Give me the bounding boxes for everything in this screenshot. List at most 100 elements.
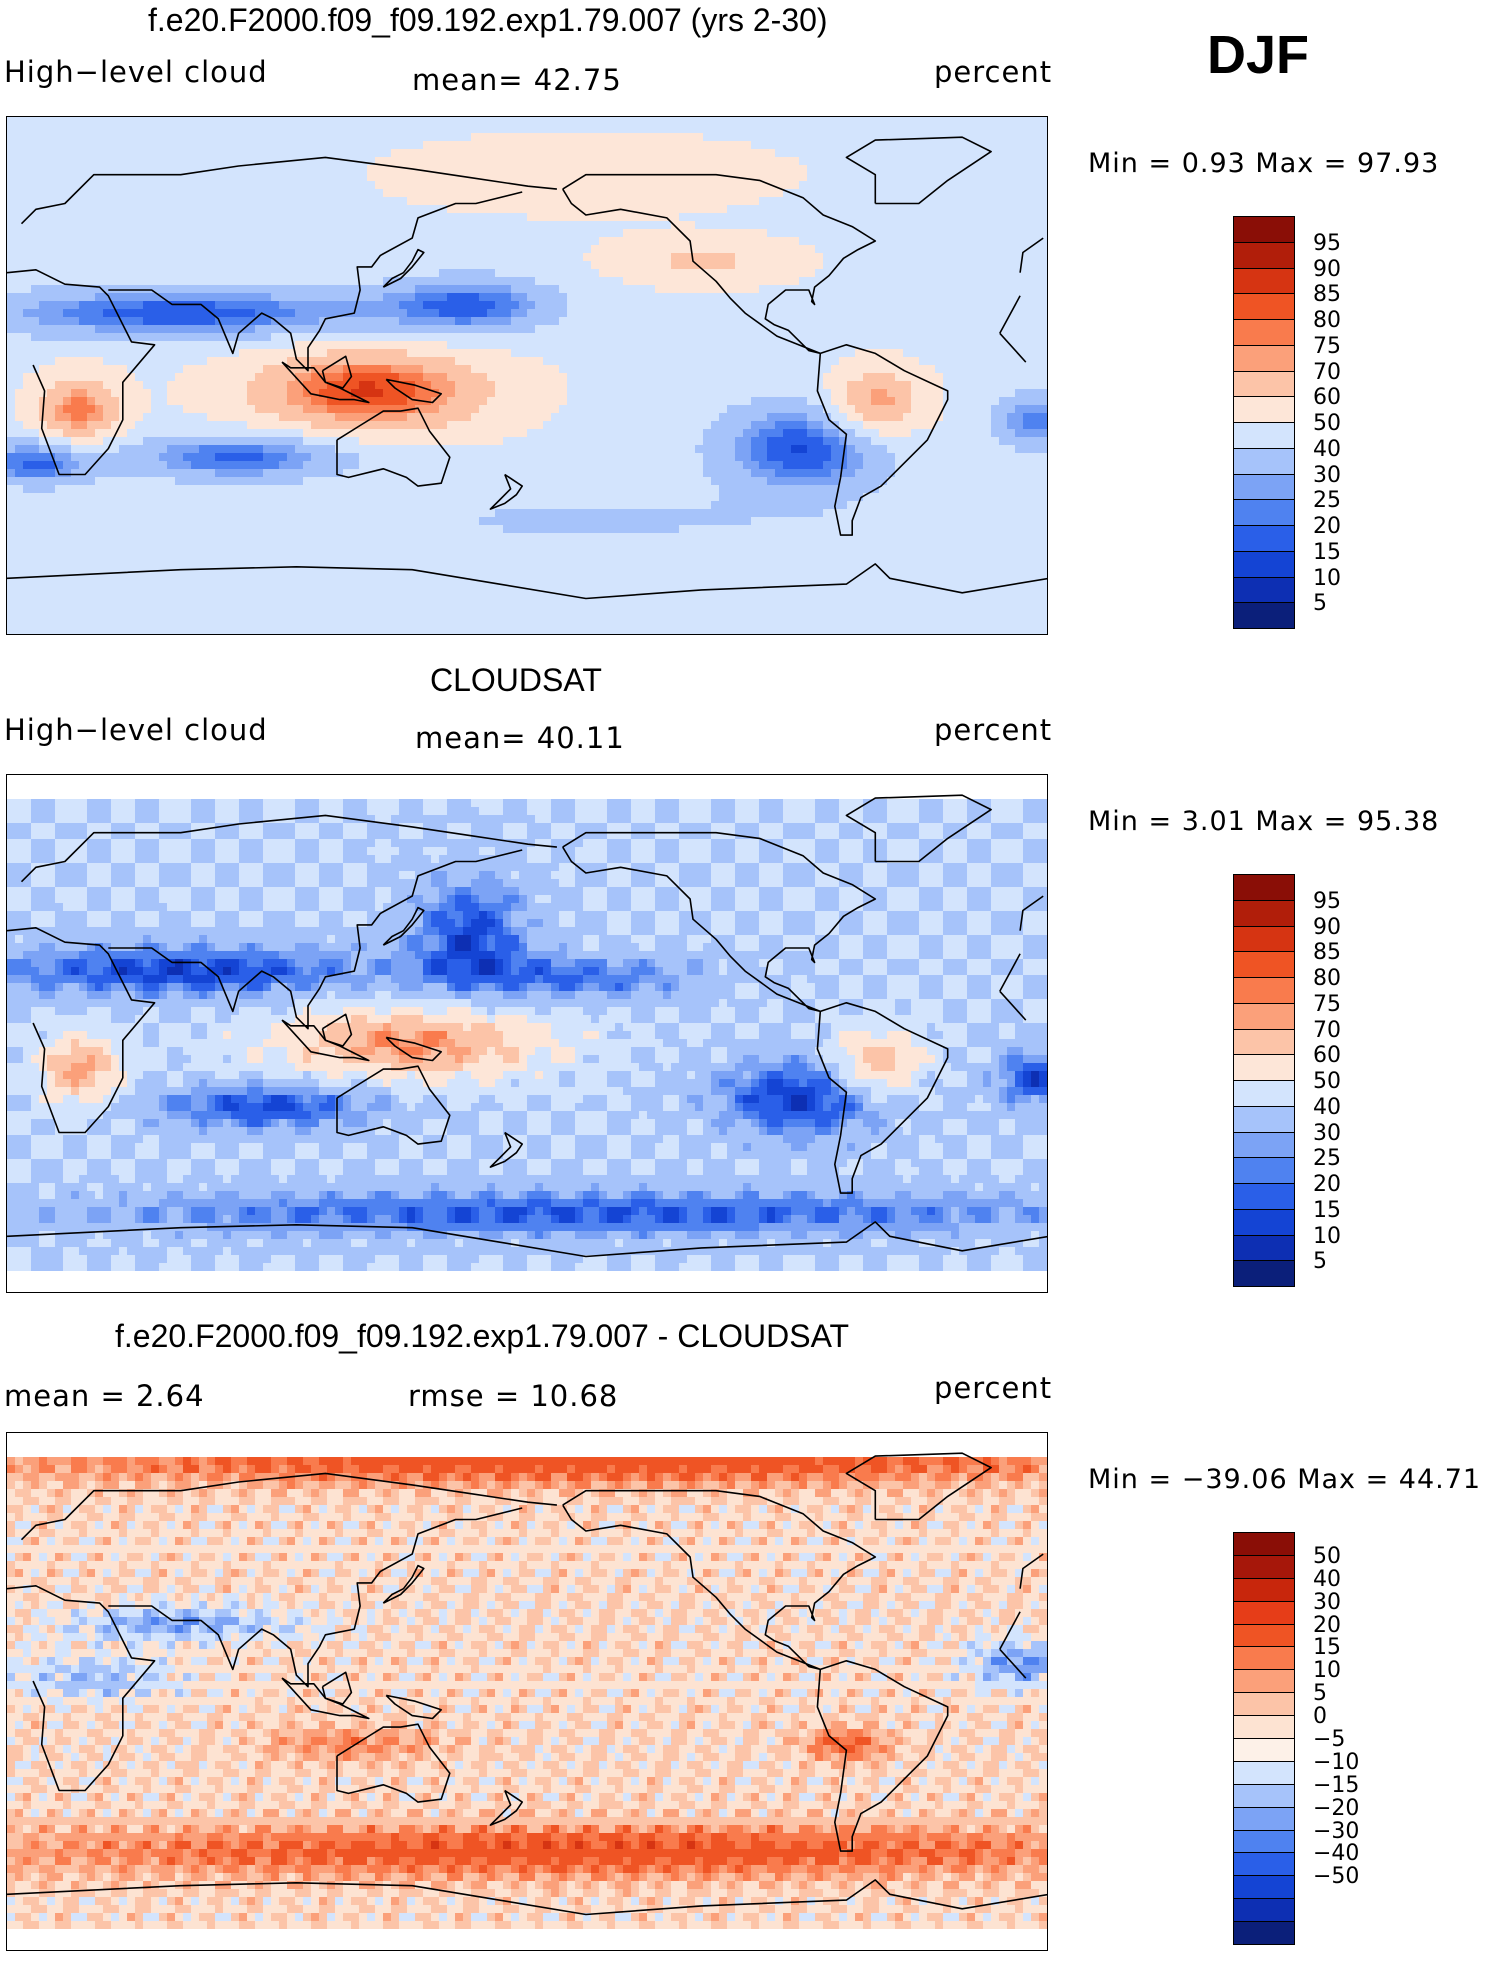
colorbar-tick-label: 5 <box>1313 1249 1327 1274</box>
coastline <box>845 794 992 863</box>
colorbar-tick-label: 10 <box>1313 566 1341 591</box>
colorbar-swatch <box>1233 977 1295 1004</box>
colorbar-tick-label: 15 <box>1313 1635 1341 1660</box>
coastline <box>845 1452 992 1521</box>
colorbar-tick-label: 25 <box>1313 1146 1341 1171</box>
colorbar-tick-label: 25 <box>1313 488 1341 513</box>
colorbar-tick-label: 20 <box>1313 1613 1341 1638</box>
colorbar-tick-label: 85 <box>1313 940 1341 965</box>
coastline <box>562 1489 877 1671</box>
colorbar-swatch <box>1233 499 1295 526</box>
colorbar-swatch <box>1233 1183 1295 1210</box>
coastline <box>20 1472 1044 1589</box>
colorbar-swatch <box>1233 293 1295 320</box>
colorbar-swatch <box>1233 1080 1295 1107</box>
colorbar-tick-label: 15 <box>1313 540 1341 565</box>
panel3-title: f.e20.F2000.f09_f09.192.exp1.79.007 - CL… <box>115 1320 849 1352</box>
colorbar-swatch <box>1233 899 1295 927</box>
colorbar-tick-label: −30 <box>1313 1819 1359 1844</box>
colorbar-swatch <box>1233 216 1295 243</box>
colorbar-swatch <box>1233 1715 1295 1739</box>
colorbar-tick-label: 75 <box>1313 334 1341 359</box>
colorbar-tick-label: 30 <box>1313 1121 1341 1146</box>
colorbar-tick-label: 60 <box>1313 1043 1341 1068</box>
colorbar-swatch <box>1233 1554 1295 1579</box>
panel2-title: CLOUDSAT <box>430 664 602 696</box>
panel3-units-label: percent <box>934 1374 1052 1403</box>
coastline <box>816 344 949 536</box>
coastline <box>281 1019 370 1062</box>
colorbar-swatch <box>1233 1054 1295 1081</box>
coastline <box>816 1002 949 1194</box>
panel2-minmax: Min = 3.01 Max = 95.38 <box>1088 808 1439 835</box>
colorbar-swatch <box>1233 1875 1295 1900</box>
colorbar-swatch <box>1233 344 1295 372</box>
colorbar-swatch <box>1233 1829 1295 1854</box>
colorbar-tick-label: 90 <box>1313 257 1341 282</box>
colorbar-tick-label: 90 <box>1313 915 1341 940</box>
colorbar-swatch <box>1233 1157 1295 1184</box>
colorbar-swatch <box>1233 1898 1295 1923</box>
panel1-units-label: percent <box>934 58 1052 87</box>
colorbar-swatch <box>1233 1623 1295 1648</box>
colorbar-swatch <box>1233 1532 1295 1556</box>
colorbar-tick-label: 95 <box>1313 889 1341 914</box>
coastline <box>7 563 1047 600</box>
coastline <box>816 1660 949 1852</box>
coastline <box>562 831 877 1013</box>
coastline <box>489 1789 523 1826</box>
colorbar-tick-label: 10 <box>1313 1658 1341 1683</box>
panel1-colorbar: 95 90 85 80 75 70 60 50 40 30 25 20 15 10 5 <box>1233 216 1341 629</box>
coastline <box>108 849 523 1030</box>
coastline <box>321 1671 353 1705</box>
colorbar-swatch <box>1233 550 1295 578</box>
colorbar-swatch <box>1233 1105 1295 1133</box>
colorbar-swatch <box>1233 874 1295 901</box>
colorbar-swatch <box>1233 1852 1295 1877</box>
colorbar-tick-label: 30 <box>1313 463 1341 488</box>
colorbar-swatch <box>1233 925 1295 953</box>
colorbar-swatch <box>1233 1783 1295 1808</box>
coastline <box>7 1221 1047 1258</box>
panel3-minmax: Min = −39.06 Max = 44.71 <box>1088 1466 1481 1493</box>
colorbar-swatch <box>1233 396 1295 423</box>
colorbar-swatch <box>1233 951 1295 978</box>
colorbar-tick-label: 20 <box>1313 514 1341 539</box>
colorbar-swatch <box>1233 1260 1295 1287</box>
coastline <box>845 136 992 205</box>
colorbar-tick-label: −50 <box>1313 1864 1359 1889</box>
panel1-title: f.e20.F2000.f09_f09.192.exp1.79.007 (yrs… <box>148 4 828 36</box>
colorbar-swatch <box>1233 1760 1295 1785</box>
colorbar-swatch <box>1233 1806 1295 1831</box>
colorbar-tick-label: −15 <box>1313 1773 1359 1798</box>
colorbar-tick-label: −20 <box>1313 1796 1359 1821</box>
colorbar-tick-label: 40 <box>1313 1567 1341 1592</box>
coastline <box>108 191 523 372</box>
colorbar-swatch <box>1233 267 1295 295</box>
colorbar-swatch <box>1233 1738 1295 1762</box>
colorbar-swatch <box>1233 370 1295 398</box>
coastline <box>382 1564 425 1604</box>
coastline <box>489 473 523 510</box>
colorbar-swatch <box>1233 1600 1295 1625</box>
panel1-map <box>6 116 1048 635</box>
colorbar-swatch <box>1233 1131 1295 1159</box>
colorbar-tick-label: 5 <box>1313 1681 1327 1706</box>
colorbar-tick-label: 70 <box>1313 360 1341 385</box>
colorbar-tick-label: 50 <box>1313 1069 1341 1094</box>
colorbar-swatch <box>1233 1208 1295 1236</box>
season-label: DJF <box>1207 28 1309 82</box>
colorbar-swatch <box>1233 1921 1295 1945</box>
colorbar-tick-label: −5 <box>1313 1727 1345 1752</box>
colorbar-tick-label: 0 <box>1313 1704 1327 1729</box>
panel1-variable-label: High−level cloud <box>4 58 268 87</box>
colorbar-swatch <box>1233 473 1295 501</box>
colorbar-tick-label: −40 <box>1313 1841 1359 1866</box>
colorbar-tick-label: 70 <box>1313 1018 1341 1043</box>
colorbar-tick-label: 80 <box>1313 308 1341 333</box>
colorbar-tick-label: 30 <box>1313 1590 1341 1615</box>
colorbar-swatch <box>1233 1234 1295 1262</box>
coastline <box>20 814 1044 931</box>
colorbar-swatch <box>1233 422 1295 449</box>
colorbar-swatch <box>1233 1577 1295 1602</box>
